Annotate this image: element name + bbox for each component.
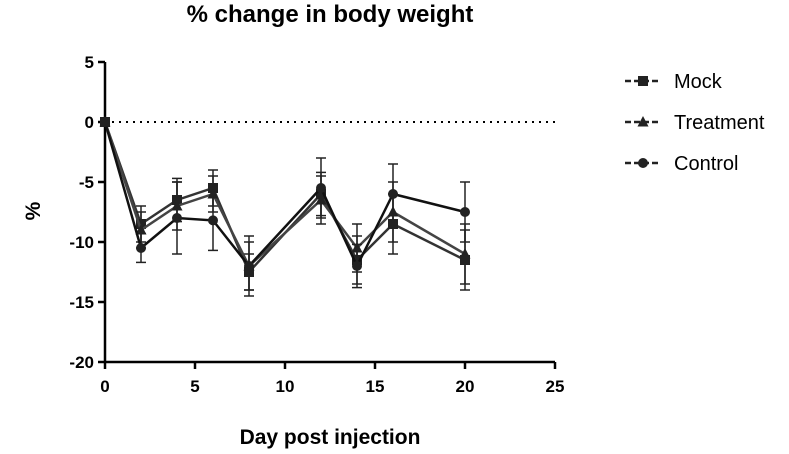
y-tick-label: -10 (69, 233, 94, 252)
data-point-control (136, 243, 146, 253)
legend-item-treatment: Treatment (625, 112, 765, 134)
series-treatment (100, 116, 471, 290)
x-tick-label: 15 (366, 377, 385, 396)
data-point-treatment (460, 248, 471, 259)
legend-label-control: Control (674, 153, 738, 175)
legend-item-mock: Mock (625, 71, 723, 93)
series-line-control (105, 122, 465, 266)
y-tick-label: 0 (85, 113, 94, 132)
data-point-control (352, 261, 362, 271)
y-tick-label: -20 (69, 353, 94, 372)
x-axis-title: Day post injection (240, 426, 421, 449)
y-tick-label: -15 (69, 293, 94, 312)
x-tick-label: 25 (546, 377, 565, 396)
y-axis-title: % (22, 201, 45, 220)
data-point-control (172, 213, 182, 223)
x-tick-label: 10 (276, 377, 295, 396)
data-point-control (316, 183, 326, 193)
legend-item-control: Control (625, 153, 738, 175)
series-control (100, 117, 470, 296)
data-point-control (388, 189, 398, 199)
series-line-mock (105, 122, 465, 272)
y-tick-label: -5 (79, 173, 94, 192)
x-tick-label: 0 (100, 377, 109, 396)
chart-title: % change in body weight (187, 1, 474, 28)
data-point-control (460, 207, 470, 217)
series-mock (100, 117, 470, 290)
legend-label-treatment: Treatment (674, 112, 765, 134)
legend-marker-control (638, 158, 648, 168)
plot-area: 5 0 -5 -10 -15 -20 0 5 10 15 20 25 (69, 53, 564, 396)
legend-label-mock: Mock (674, 71, 723, 93)
x-tick-label: 5 (190, 377, 199, 396)
legend: Mock Treatment Control (625, 71, 765, 175)
x-tick-label: 20 (456, 377, 475, 396)
data-point-control (208, 215, 218, 225)
data-point-control (244, 261, 254, 271)
y-tick-label: 5 (85, 53, 94, 72)
data-point-control (100, 117, 110, 127)
legend-marker-mock (638, 76, 648, 86)
series-line-treatment (105, 122, 465, 266)
